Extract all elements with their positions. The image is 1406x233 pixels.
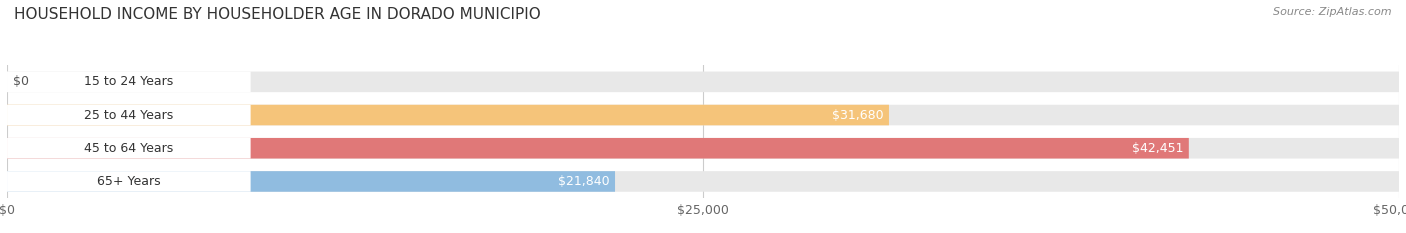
- Text: 45 to 64 Years: 45 to 64 Years: [84, 142, 173, 155]
- FancyBboxPatch shape: [7, 171, 614, 192]
- Text: $42,451: $42,451: [1132, 142, 1184, 155]
- FancyBboxPatch shape: [7, 72, 250, 92]
- FancyBboxPatch shape: [7, 105, 250, 125]
- FancyBboxPatch shape: [7, 105, 889, 125]
- FancyBboxPatch shape: [7, 171, 1399, 192]
- Text: Source: ZipAtlas.com: Source: ZipAtlas.com: [1274, 7, 1392, 17]
- Text: 65+ Years: 65+ Years: [97, 175, 160, 188]
- FancyBboxPatch shape: [7, 138, 250, 158]
- FancyBboxPatch shape: [7, 72, 1399, 92]
- Text: 15 to 24 Years: 15 to 24 Years: [84, 75, 173, 88]
- FancyBboxPatch shape: [7, 138, 1399, 158]
- FancyBboxPatch shape: [7, 138, 1189, 158]
- Text: $21,840: $21,840: [558, 175, 609, 188]
- Text: 25 to 44 Years: 25 to 44 Years: [84, 109, 173, 122]
- FancyBboxPatch shape: [7, 171, 250, 192]
- Text: HOUSEHOLD INCOME BY HOUSEHOLDER AGE IN DORADO MUNICIPIO: HOUSEHOLD INCOME BY HOUSEHOLDER AGE IN D…: [14, 7, 541, 22]
- Text: $0: $0: [13, 75, 28, 88]
- FancyBboxPatch shape: [7, 105, 1399, 125]
- Text: $31,680: $31,680: [832, 109, 883, 122]
